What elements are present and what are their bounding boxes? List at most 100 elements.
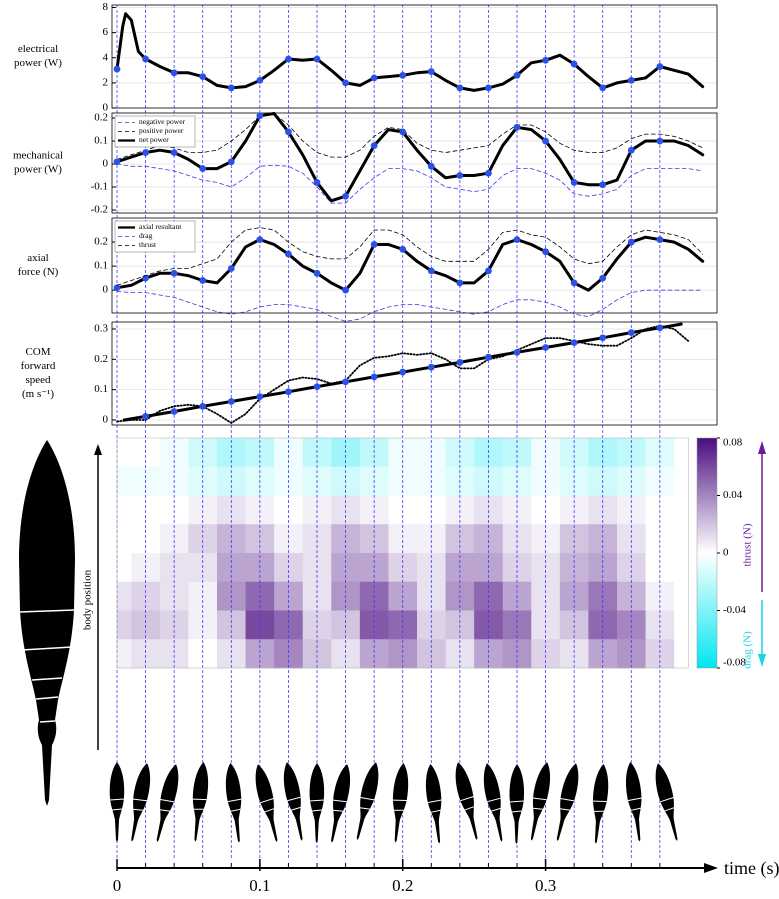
- heat-cell: [645, 524, 675, 554]
- heat-cell: [417, 524, 446, 554]
- heat-cell: [302, 639, 332, 669]
- y-axis-label: forward: [21, 360, 56, 372]
- data-point: [513, 348, 521, 356]
- fish-silhouette: [483, 763, 503, 842]
- heat-cell: [159, 639, 189, 669]
- fish-body: [425, 764, 442, 844]
- heat-cell: [131, 639, 161, 669]
- fish-silhouette: [425, 764, 442, 844]
- y-tick-label: 0.1: [94, 383, 108, 395]
- heat-cell: [331, 524, 361, 554]
- heat-cell: [359, 524, 389, 554]
- heat-cell: [502, 639, 532, 669]
- heat-cell: [617, 639, 646, 669]
- colorbar: [696, 437, 718, 669]
- data-point: [627, 329, 635, 337]
- fish-body: [455, 762, 478, 840]
- fish-outline: [19, 440, 75, 806]
- fish-segments: [627, 797, 642, 811]
- fish-body: [156, 764, 179, 842]
- legend-label: positive power: [139, 126, 184, 135]
- data-point: [199, 402, 207, 410]
- panel-frame: [111, 217, 718, 314]
- heat-cell: [388, 639, 418, 669]
- fish-body: [192, 762, 209, 842]
- data-point: [285, 388, 292, 396]
- fish-silhouette: [156, 764, 179, 842]
- fish-silhouette: [356, 762, 379, 840]
- y-axis-label: COM: [25, 346, 50, 358]
- fish-segments: [159, 799, 175, 812]
- data-point: [342, 286, 349, 294]
- panel-frame: [111, 112, 718, 214]
- y-tick-label: -0.2: [91, 204, 108, 216]
- fish-body: [625, 762, 642, 842]
- data-point: [485, 267, 492, 275]
- fish-body: [109, 762, 125, 842]
- data-point: [285, 250, 292, 258]
- heat-cell: [445, 639, 475, 669]
- heat-cell: [559, 524, 589, 554]
- data-point: [485, 84, 492, 92]
- heat-cell: [674, 466, 689, 496]
- data-point: [370, 74, 378, 82]
- data-point: [313, 383, 321, 391]
- heat-cell: [674, 553, 689, 583]
- fish-silhouette: [109, 762, 125, 842]
- heat-cell: [674, 438, 689, 468]
- fish-body: [509, 764, 525, 844]
- heat-cell: [674, 524, 689, 554]
- series-line: [116, 289, 704, 322]
- data-point: [285, 128, 292, 136]
- data-point: [456, 84, 464, 92]
- panel-frame: [111, 4, 718, 109]
- heat-cell: [188, 524, 218, 554]
- colorbar-tick-label: 0.08: [723, 437, 743, 449]
- heat-cell: [274, 639, 304, 669]
- fish-silhouette: [331, 764, 351, 843]
- y-tick-label: 0: [103, 414, 109, 426]
- heat-frame: [116, 437, 689, 669]
- heat-cell: [502, 524, 532, 554]
- fish-segments: [332, 799, 347, 812]
- data-point: [227, 398, 235, 405]
- y-tick-label: 0.1: [94, 135, 108, 147]
- y-axis-label: mechanical: [13, 150, 63, 162]
- heat-cell: [645, 639, 675, 669]
- arrowhead: [94, 444, 102, 455]
- colorbar-tick-label: -0.08: [723, 657, 746, 669]
- fish-body: [131, 763, 151, 842]
- heat-cell: [131, 524, 161, 554]
- heat-cell: [359, 639, 389, 669]
- data-point: [370, 241, 378, 248]
- data-point: [399, 71, 407, 79]
- x-tick-label: 0.2: [392, 876, 413, 895]
- data-point: [199, 73, 207, 80]
- y-tick-label: 0.2: [94, 353, 108, 365]
- data-point: [542, 344, 549, 351]
- series-line: [116, 227, 704, 286]
- heat-cell: [617, 524, 646, 554]
- fish-body: [283, 762, 303, 841]
- heat-cell: [417, 639, 446, 669]
- heat-cell: [274, 524, 304, 554]
- data-point: [656, 137, 664, 145]
- heat-cell: [117, 438, 132, 468]
- fish-silhouette: [192, 762, 209, 842]
- y-axis-label: speed: [25, 374, 51, 386]
- plots: 0 0.1 0.2 0.3 time (s) 0 2 4 6 8 electrical power (…: [13, 1, 779, 895]
- heat-cell: [159, 524, 189, 554]
- data-point: [113, 284, 121, 292]
- y-tick-label: -0.1: [91, 181, 108, 193]
- fish-segments: [192, 798, 207, 810]
- data-point: [427, 162, 435, 170]
- data-point: [370, 142, 378, 150]
- legend-label: negative power: [139, 117, 186, 126]
- x-axis-label: time (s): [724, 858, 779, 879]
- data-point: [256, 76, 264, 84]
- heat-cell: [117, 466, 132, 496]
- heat-cell: [117, 553, 132, 583]
- data-point: [170, 149, 178, 156]
- y-axis-label: axial: [27, 252, 48, 264]
- fish-silhouette: [225, 763, 242, 843]
